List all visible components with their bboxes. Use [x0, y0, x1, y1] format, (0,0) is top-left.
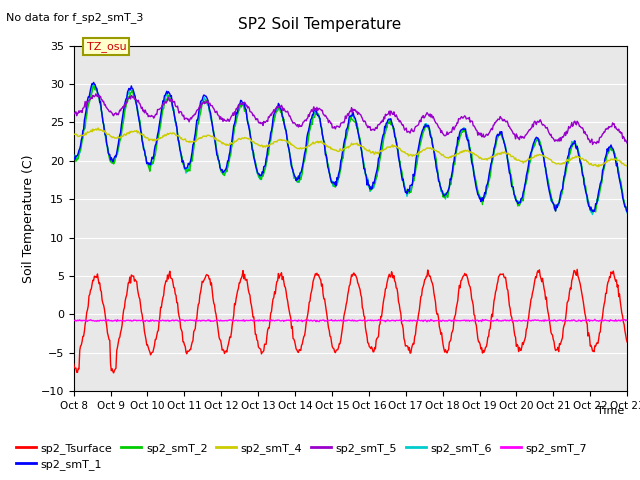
Text: TZ_osu: TZ_osu: [86, 41, 126, 52]
Text: Time: Time: [596, 406, 624, 416]
Y-axis label: Soil Temperature (C): Soil Temperature (C): [22, 154, 35, 283]
Legend: sp2_Tsurface, sp2_smT_1, sp2_smT_2, sp2_smT_4, sp2_smT_5, sp2_smT_6, sp2_smT_7: sp2_Tsurface, sp2_smT_1, sp2_smT_2, sp2_…: [12, 438, 591, 474]
Text: SP2 Soil Temperature: SP2 Soil Temperature: [238, 17, 402, 32]
Text: No data for f_sp2_smT_3: No data for f_sp2_smT_3: [6, 12, 144, 23]
